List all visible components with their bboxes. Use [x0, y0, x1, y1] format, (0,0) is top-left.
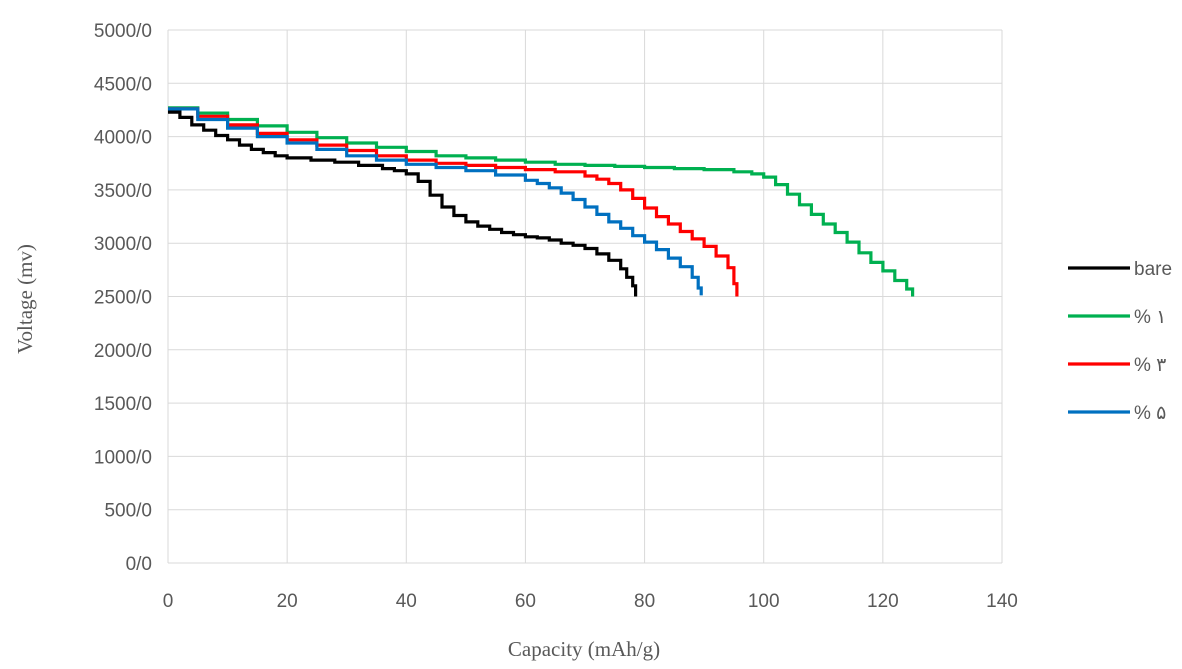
- legend-label-3: % ۵: [1134, 403, 1166, 424]
- y-tick-label: 3000/0: [94, 234, 152, 255]
- y-axis-title: Voltage (mv): [13, 244, 37, 354]
- x-tick-label: 40: [396, 591, 417, 612]
- y-axis-ticks: 0/0 500/0 1000/0 1500/0 2000/0 2500/0 3000/0 35…: [94, 21, 152, 575]
- y-tick-label: 2000/0: [94, 341, 152, 362]
- x-tick-label: 20: [277, 591, 298, 612]
- series-line-3: [168, 107, 703, 296]
- series-lines: [168, 106, 915, 297]
- y-tick-label: 2500/0: [94, 288, 152, 309]
- x-axis-title: Capacity (mAh/g): [508, 637, 660, 661]
- x-tick-label: 80: [634, 591, 655, 612]
- legend: bare % ۱ % ۳ % ۵: [1068, 259, 1172, 424]
- series-line-0: [168, 110, 638, 297]
- legend-label-0: bare: [1134, 259, 1172, 280]
- y-tick-label: 500/0: [104, 501, 152, 522]
- x-tick-label: 100: [748, 591, 780, 612]
- y-tick-label: 1500/0: [94, 394, 152, 415]
- series-line-1: [168, 106, 915, 297]
- x-tick-label: 120: [867, 591, 899, 612]
- x-tick-label: 60: [515, 591, 536, 612]
- x-tick-label: 0: [163, 591, 174, 612]
- x-axis-ticks: 0 20 40 60 80 100 120 140: [163, 591, 1018, 612]
- y-tick-label: 1000/0: [94, 447, 152, 468]
- y-tick-label: 4000/0: [94, 128, 152, 149]
- gridlines: [167, 29, 1003, 564]
- legend-label-2: % ۳: [1134, 355, 1166, 376]
- y-tick-label: 4500/0: [94, 74, 152, 95]
- y-tick-label: 5000/0: [94, 21, 152, 42]
- legend-label-1: % ۱: [1134, 307, 1166, 328]
- x-tick-label: 140: [986, 591, 1018, 612]
- y-tick-label: 0/0: [126, 554, 152, 575]
- y-tick-label: 3500/0: [94, 181, 152, 202]
